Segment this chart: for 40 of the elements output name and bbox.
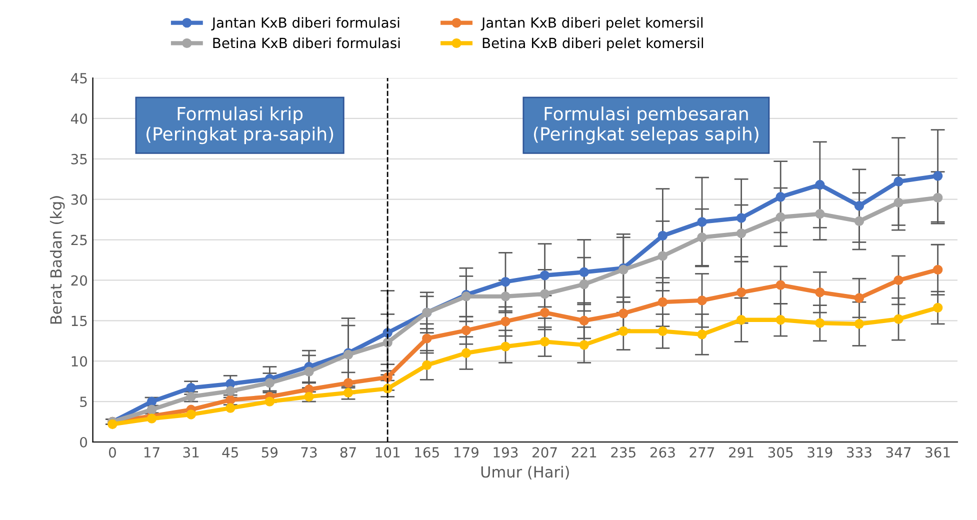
y-tick-label: 45 bbox=[70, 73, 87, 84]
x-tick-label: 0 bbox=[108, 447, 116, 458]
x-tick-label: 17 bbox=[144, 447, 160, 458]
y-tick-label: 15 bbox=[72, 316, 87, 326]
x-tick-label: 305 bbox=[768, 447, 793, 458]
x-tick-label: 333 bbox=[847, 447, 872, 458]
y-axis-title: Berat Badan (kg) bbox=[50, 196, 65, 324]
x-tick-label: 277 bbox=[690, 447, 714, 458]
legend-label: Jantan KxB diberi pelet komersil bbox=[480, 17, 702, 31]
x-tick-label: 31 bbox=[183, 447, 199, 458]
y-tick-label: 20 bbox=[71, 275, 88, 286]
legend-label: Betina KxB diberi formulasi bbox=[213, 38, 400, 48]
x-tick-label: 263 bbox=[650, 447, 675, 458]
y-tick-label: 25 bbox=[71, 234, 87, 246]
x-tick-label: 347 bbox=[886, 447, 911, 458]
x-tick-label: 101 bbox=[376, 447, 400, 458]
x-tick-label: 291 bbox=[729, 447, 754, 458]
annotation: Formulasi krip (Peringkat pra-sapih) bbox=[146, 106, 334, 144]
x-tick-label: 59 bbox=[262, 447, 278, 458]
y-tick-label: 5 bbox=[80, 396, 87, 408]
y-tick-label: 40 bbox=[70, 113, 88, 124]
x-axis-title: Umur (Hari) bbox=[481, 466, 569, 480]
x-tick-label: 165 bbox=[415, 447, 439, 458]
annotation: Formulasi pembesaran (Peringkat selepas sapih) bbox=[534, 106, 758, 144]
x-tick-label: 87 bbox=[340, 447, 356, 458]
x-tick-label: 207 bbox=[532, 447, 557, 458]
x-tick-label: 319 bbox=[808, 447, 832, 458]
y-tick-label: 30 bbox=[71, 194, 88, 205]
y-tick-label: 10 bbox=[72, 356, 88, 367]
x-tick-label: 193 bbox=[494, 447, 518, 458]
x-tick-label: 179 bbox=[454, 447, 478, 458]
y-tick-label: 35 bbox=[71, 154, 87, 164]
x-tick-label: 73 bbox=[301, 447, 317, 458]
legend-label: Jantan KxB diberi formulasi bbox=[211, 17, 400, 30]
x-tick-label: 45 bbox=[222, 447, 238, 458]
y-tick-label: 0 bbox=[80, 436, 88, 448]
x-tick-label: 361 bbox=[926, 447, 950, 458]
legend-label: Betina KxB diberi pelet komersil bbox=[482, 38, 704, 51]
x-tick-label: 235 bbox=[611, 447, 636, 458]
x-tick-label: 221 bbox=[572, 447, 596, 458]
